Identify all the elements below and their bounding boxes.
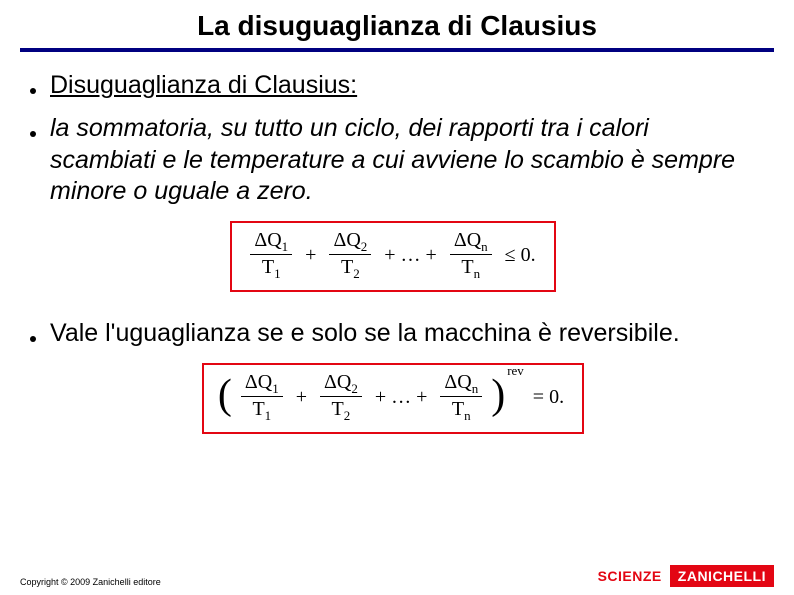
f1-t2-den: T	[341, 256, 353, 278]
f1-t3-den: T	[461, 256, 473, 278]
f1-t1-num: ΔQ	[254, 229, 281, 251]
bullet-3-text: Vale l'uguaglianza se e solo se la macch…	[50, 318, 680, 349]
slide: La disuguaglianza di Clausius Disuguagli…	[0, 0, 794, 595]
f2-t3-densub: n	[464, 408, 471, 423]
f1-t2-densub: 2	[353, 266, 360, 281]
formula-1: ΔQ1 T1 + ΔQ2 T2 + … + ΔQn Tn ≤ 0.	[230, 221, 555, 292]
formula-1-rel: ≤ 0.	[505, 244, 536, 267]
formula-2-term-2: ΔQ2 T2	[320, 371, 362, 424]
f2-t1-num: ΔQ	[245, 371, 272, 393]
f1-t1-numsub: 1	[282, 239, 289, 254]
f2-t2-num: ΔQ	[324, 371, 351, 393]
formula-2-term-3: ΔQn Tn	[440, 371, 482, 424]
f2-t1-densub: 1	[265, 408, 272, 423]
f2-t2-numsub: 2	[351, 381, 358, 396]
formula-2-wrap: ( ΔQ1 T1 + ΔQ2 T2 + … + ΔQn Tn )rev = 0.	[30, 363, 756, 434]
copyright: Copyright © 2009 Zanichelli editore	[20, 577, 161, 587]
f2-t2-densub: 2	[344, 408, 351, 423]
bullet-1-text: Disuguaglianza di Clausius:	[50, 70, 357, 101]
f1-t3-densub: n	[474, 266, 481, 281]
f2-t1-numsub: 1	[272, 381, 279, 396]
brand-scienze: SCIENZE	[598, 568, 662, 584]
formula-1-term-2: ΔQ2 T2	[329, 229, 371, 282]
formula-2-sup: rev	[507, 363, 524, 378]
formula-2-term-1: ΔQ1 T1	[241, 371, 283, 424]
bullet-3: Vale l'uguaglianza se e solo se la macch…	[30, 318, 756, 349]
title-area: La disuguaglianza di Clausius	[0, 0, 794, 52]
f1-t2-numsub: 2	[361, 239, 368, 254]
f2-t1-den: T	[252, 398, 264, 420]
f1-t3-numsub: n	[481, 239, 488, 254]
plus-icon: +	[296, 386, 307, 409]
bullet-1: Disuguaglianza di Clausius:	[30, 70, 756, 101]
bullet-2: la sommatoria, su tutto un ciclo, dei ra…	[30, 113, 756, 207]
formula-1-term-1: ΔQ1 T1	[250, 229, 292, 282]
f2-t3-numsub: n	[472, 381, 479, 396]
formula-2: ( ΔQ1 T1 + ΔQ2 T2 + … + ΔQn Tn )rev = 0.	[202, 363, 584, 434]
f1-t2-num: ΔQ	[333, 229, 360, 251]
formula-1-wrap: ΔQ1 T1 + ΔQ2 T2 + … + ΔQn Tn ≤ 0.	[30, 221, 756, 292]
f2-t3-den: T	[452, 398, 464, 420]
f2-t2-den: T	[332, 398, 344, 420]
ellipsis: + … +	[375, 386, 428, 409]
formula-2-rel: = 0.	[533, 386, 564, 409]
slide-title: La disuguaglianza di Clausius	[0, 6, 794, 48]
brand-zanichelli: ZANICHELLI	[670, 565, 774, 587]
bullet-icon	[30, 336, 36, 342]
formula-1-term-3: ΔQn Tn	[450, 229, 492, 282]
bullet-icon	[30, 131, 36, 137]
footer: Copyright © 2009 Zanichelli editore SCIE…	[20, 565, 774, 587]
bullet-2-text: la sommatoria, su tutto un ciclo, dei ra…	[50, 113, 756, 207]
f1-t3-num: ΔQ	[454, 229, 481, 251]
ellipsis: + … +	[384, 244, 437, 267]
f2-t3-num: ΔQ	[444, 371, 471, 393]
brand: SCIENZE ZANICHELLI	[598, 565, 774, 587]
content: Disuguaglianza di Clausius: la sommatori…	[0, 52, 794, 434]
f1-t1-densub: 1	[274, 266, 281, 281]
plus-icon: +	[305, 244, 316, 267]
f1-t1-den: T	[262, 256, 274, 278]
bullet-icon	[30, 88, 36, 94]
